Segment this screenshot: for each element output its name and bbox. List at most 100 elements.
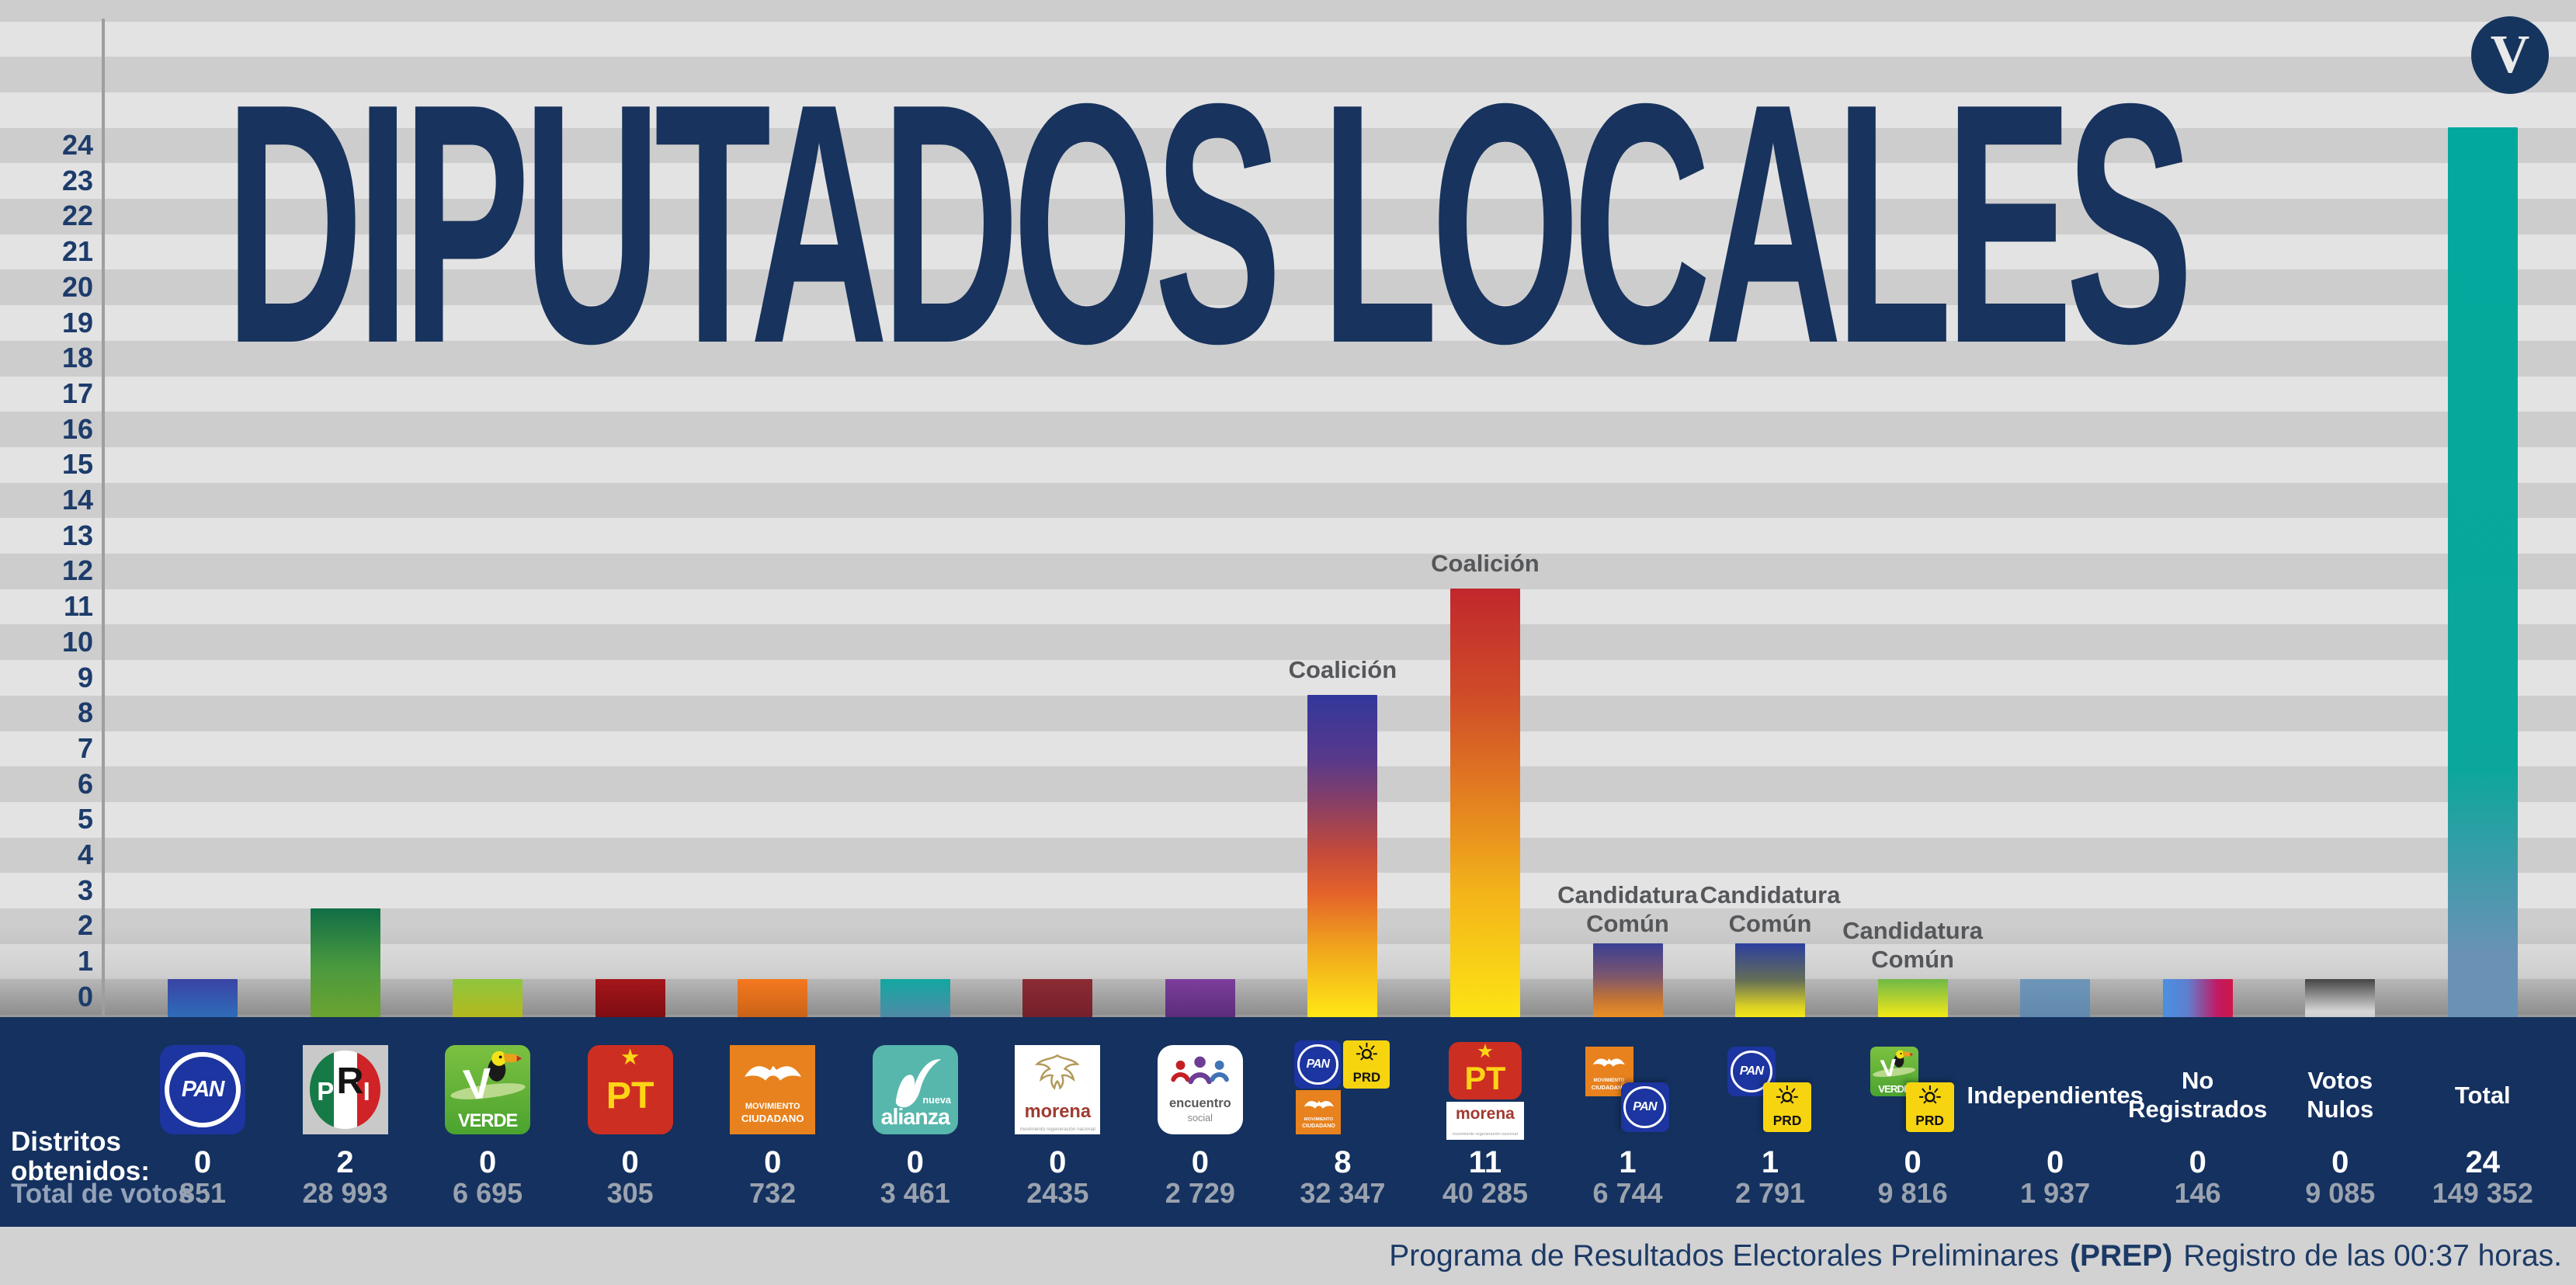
decor bbox=[1171, 1071, 1190, 1082]
logo-tile-prd: PRD bbox=[1343, 1040, 1390, 1089]
bar-movimiento-ciudadano bbox=[738, 979, 808, 1017]
decor bbox=[1356, 1043, 1377, 1061]
party-logo-coalicion-pan-prd-mc: PAN PRD MOVIMIENTO CIUDADANO bbox=[1294, 1040, 1391, 1137]
axis-tick-2: 2 bbox=[77, 909, 93, 942]
decor bbox=[1872, 1065, 1916, 1079]
decor: ★ bbox=[620, 1045, 641, 1071]
decor: morena bbox=[1024, 1102, 1091, 1123]
bar-votos-nulos bbox=[2305, 979, 2376, 1017]
axis-tick-13: 13 bbox=[61, 519, 93, 551]
axis-tick-6: 6 bbox=[77, 767, 93, 800]
logo-tile-pan: PAN bbox=[1294, 1040, 1342, 1089]
bar-annotation: Coalición bbox=[1210, 655, 1474, 684]
decor: Candidatura bbox=[1699, 881, 1841, 909]
toucan-icon bbox=[488, 1051, 522, 1082]
districts-value-encuentro-social: 0 bbox=[1191, 1145, 1209, 1179]
districts-value-pri: 2 bbox=[336, 1145, 354, 1179]
logo-tile-pt: ★ PT bbox=[1448, 1042, 1522, 1099]
decor bbox=[1900, 1052, 1903, 1054]
decor: PAN bbox=[165, 1051, 241, 1128]
districts-value-cc-verde-prd: 0 bbox=[1904, 1145, 1922, 1179]
decor bbox=[1896, 1050, 1905, 1059]
decor bbox=[769, 1066, 777, 1075]
decor bbox=[1780, 1099, 1784, 1104]
brand-letter: V bbox=[2490, 25, 2530, 85]
swoosh-icon bbox=[895, 1058, 942, 1107]
districts-value-nueva-alianza: 0 bbox=[906, 1145, 924, 1179]
bg-stripe bbox=[0, 411, 2576, 447]
votes-value-cc-pan-prd: 2 791 bbox=[1735, 1177, 1806, 1209]
footer-prep: (PREP) bbox=[2070, 1238, 2173, 1273]
decor: V bbox=[462, 1058, 495, 1110]
logo-tile-prd: PRD bbox=[1905, 1082, 1954, 1132]
decor bbox=[333, 1050, 357, 1130]
party-logo-cc-verde-prd: V VERDE PRD bbox=[1870, 1047, 1957, 1134]
axis-tick-10: 10 bbox=[61, 625, 93, 658]
decor: PRD bbox=[1352, 1070, 1381, 1085]
party-logo-pri: P R I bbox=[302, 1045, 388, 1134]
bar-encuentro-social bbox=[1165, 979, 1235, 1017]
decor bbox=[1782, 1091, 1793, 1103]
prd-logo-icon: PRD bbox=[1763, 1082, 1812, 1132]
districts-value-morena: 0 bbox=[1049, 1145, 1067, 1179]
votes-value-coalicion-pt-morena: 40 285 bbox=[1442, 1177, 1528, 1209]
decor bbox=[1214, 1060, 1224, 1070]
axis-tick-23: 23 bbox=[61, 164, 93, 196]
footer: Programa de Resultados Electorales Preli… bbox=[0, 1227, 2576, 1285]
decor: MOVIMIENTO CIUDADANO bbox=[1302, 1117, 1335, 1129]
logo-tile-mc: MOVIMIENTO CIUDADANO bbox=[730, 1045, 816, 1134]
decor bbox=[1791, 1087, 1796, 1093]
party-logo-coalicion-pt-morena: ★ PT morena movimiento regeneración naci… bbox=[1446, 1042, 1524, 1140]
decor: No bbox=[2182, 1067, 2214, 1094]
decor: movimiento regeneración nacional bbox=[1019, 1126, 1095, 1132]
decor: PAN bbox=[1633, 1099, 1657, 1114]
decor bbox=[1035, 1054, 1081, 1090]
decor bbox=[1894, 1054, 1904, 1068]
party-logo-pan: PAN bbox=[160, 1045, 245, 1134]
axis-tick-1: 1 bbox=[77, 945, 93, 978]
mc-logo-icon: MOVIMIENTO CIUDADANO bbox=[1296, 1090, 1342, 1134]
decor bbox=[1924, 1091, 1935, 1103]
decor bbox=[1918, 1085, 1941, 1104]
decor: morena bbox=[1456, 1104, 1515, 1123]
decor: PAN bbox=[181, 1076, 225, 1102]
column-label-total: Total bbox=[2394, 1062, 2572, 1127]
axis-tick-3: 3 bbox=[77, 873, 93, 906]
votes-value-movimiento-ciudadano: 732 bbox=[749, 1177, 797, 1209]
districts-value-pt: 0 bbox=[621, 1145, 639, 1179]
decor: Nulos bbox=[2307, 1096, 2374, 1123]
bg-stripe bbox=[0, 731, 2576, 767]
bar-cc-mc-pan bbox=[1592, 943, 1663, 1017]
axis-tick-4: 4 bbox=[77, 839, 93, 870]
eagle-icon bbox=[1592, 1058, 1626, 1067]
axis-tick-18: 18 bbox=[61, 342, 93, 374]
decor: I bbox=[363, 1077, 370, 1106]
decor: PT bbox=[606, 1074, 654, 1117]
decor bbox=[449, 1079, 526, 1103]
districts-value-no-registrados: 0 bbox=[2189, 1145, 2206, 1179]
decor: Candidatura bbox=[1842, 917, 1984, 944]
votes-value-votos-nulos: 9 085 bbox=[2305, 1177, 2376, 1209]
votes-value-coalicion-pan-prd-mc: 32 347 bbox=[1300, 1177, 1386, 1209]
sun-icon bbox=[1356, 1043, 1377, 1061]
decor bbox=[1932, 1099, 1937, 1104]
bg-stripe bbox=[0, 908, 2576, 944]
votes-value-pri: 28 993 bbox=[302, 1177, 388, 1209]
decor bbox=[1359, 1045, 1363, 1051]
decor bbox=[1188, 1072, 1213, 1085]
decor: Independientes bbox=[1967, 1081, 2144, 1109]
decor bbox=[744, 1066, 801, 1081]
decor: V bbox=[1879, 1054, 1898, 1083]
decor: ★ bbox=[1476, 1042, 1494, 1063]
sun-icon bbox=[1918, 1085, 1941, 1104]
axis-tick-5: 5 bbox=[77, 803, 93, 835]
bg-stripe bbox=[0, 269, 2576, 306]
votes-value-total: 149 352 bbox=[2432, 1177, 2533, 1209]
bar-coalicion-pan-prd-mc bbox=[1307, 695, 1378, 1017]
bg-stripe bbox=[0, 979, 2576, 1016]
bar-coalicion-pt-morena bbox=[1449, 589, 1520, 1017]
decor bbox=[1361, 1049, 1372, 1060]
logo-tile-pt: ★ PT bbox=[587, 1045, 673, 1134]
decor: PAN bbox=[1739, 1064, 1764, 1078]
bg-stripe bbox=[0, 234, 2576, 270]
